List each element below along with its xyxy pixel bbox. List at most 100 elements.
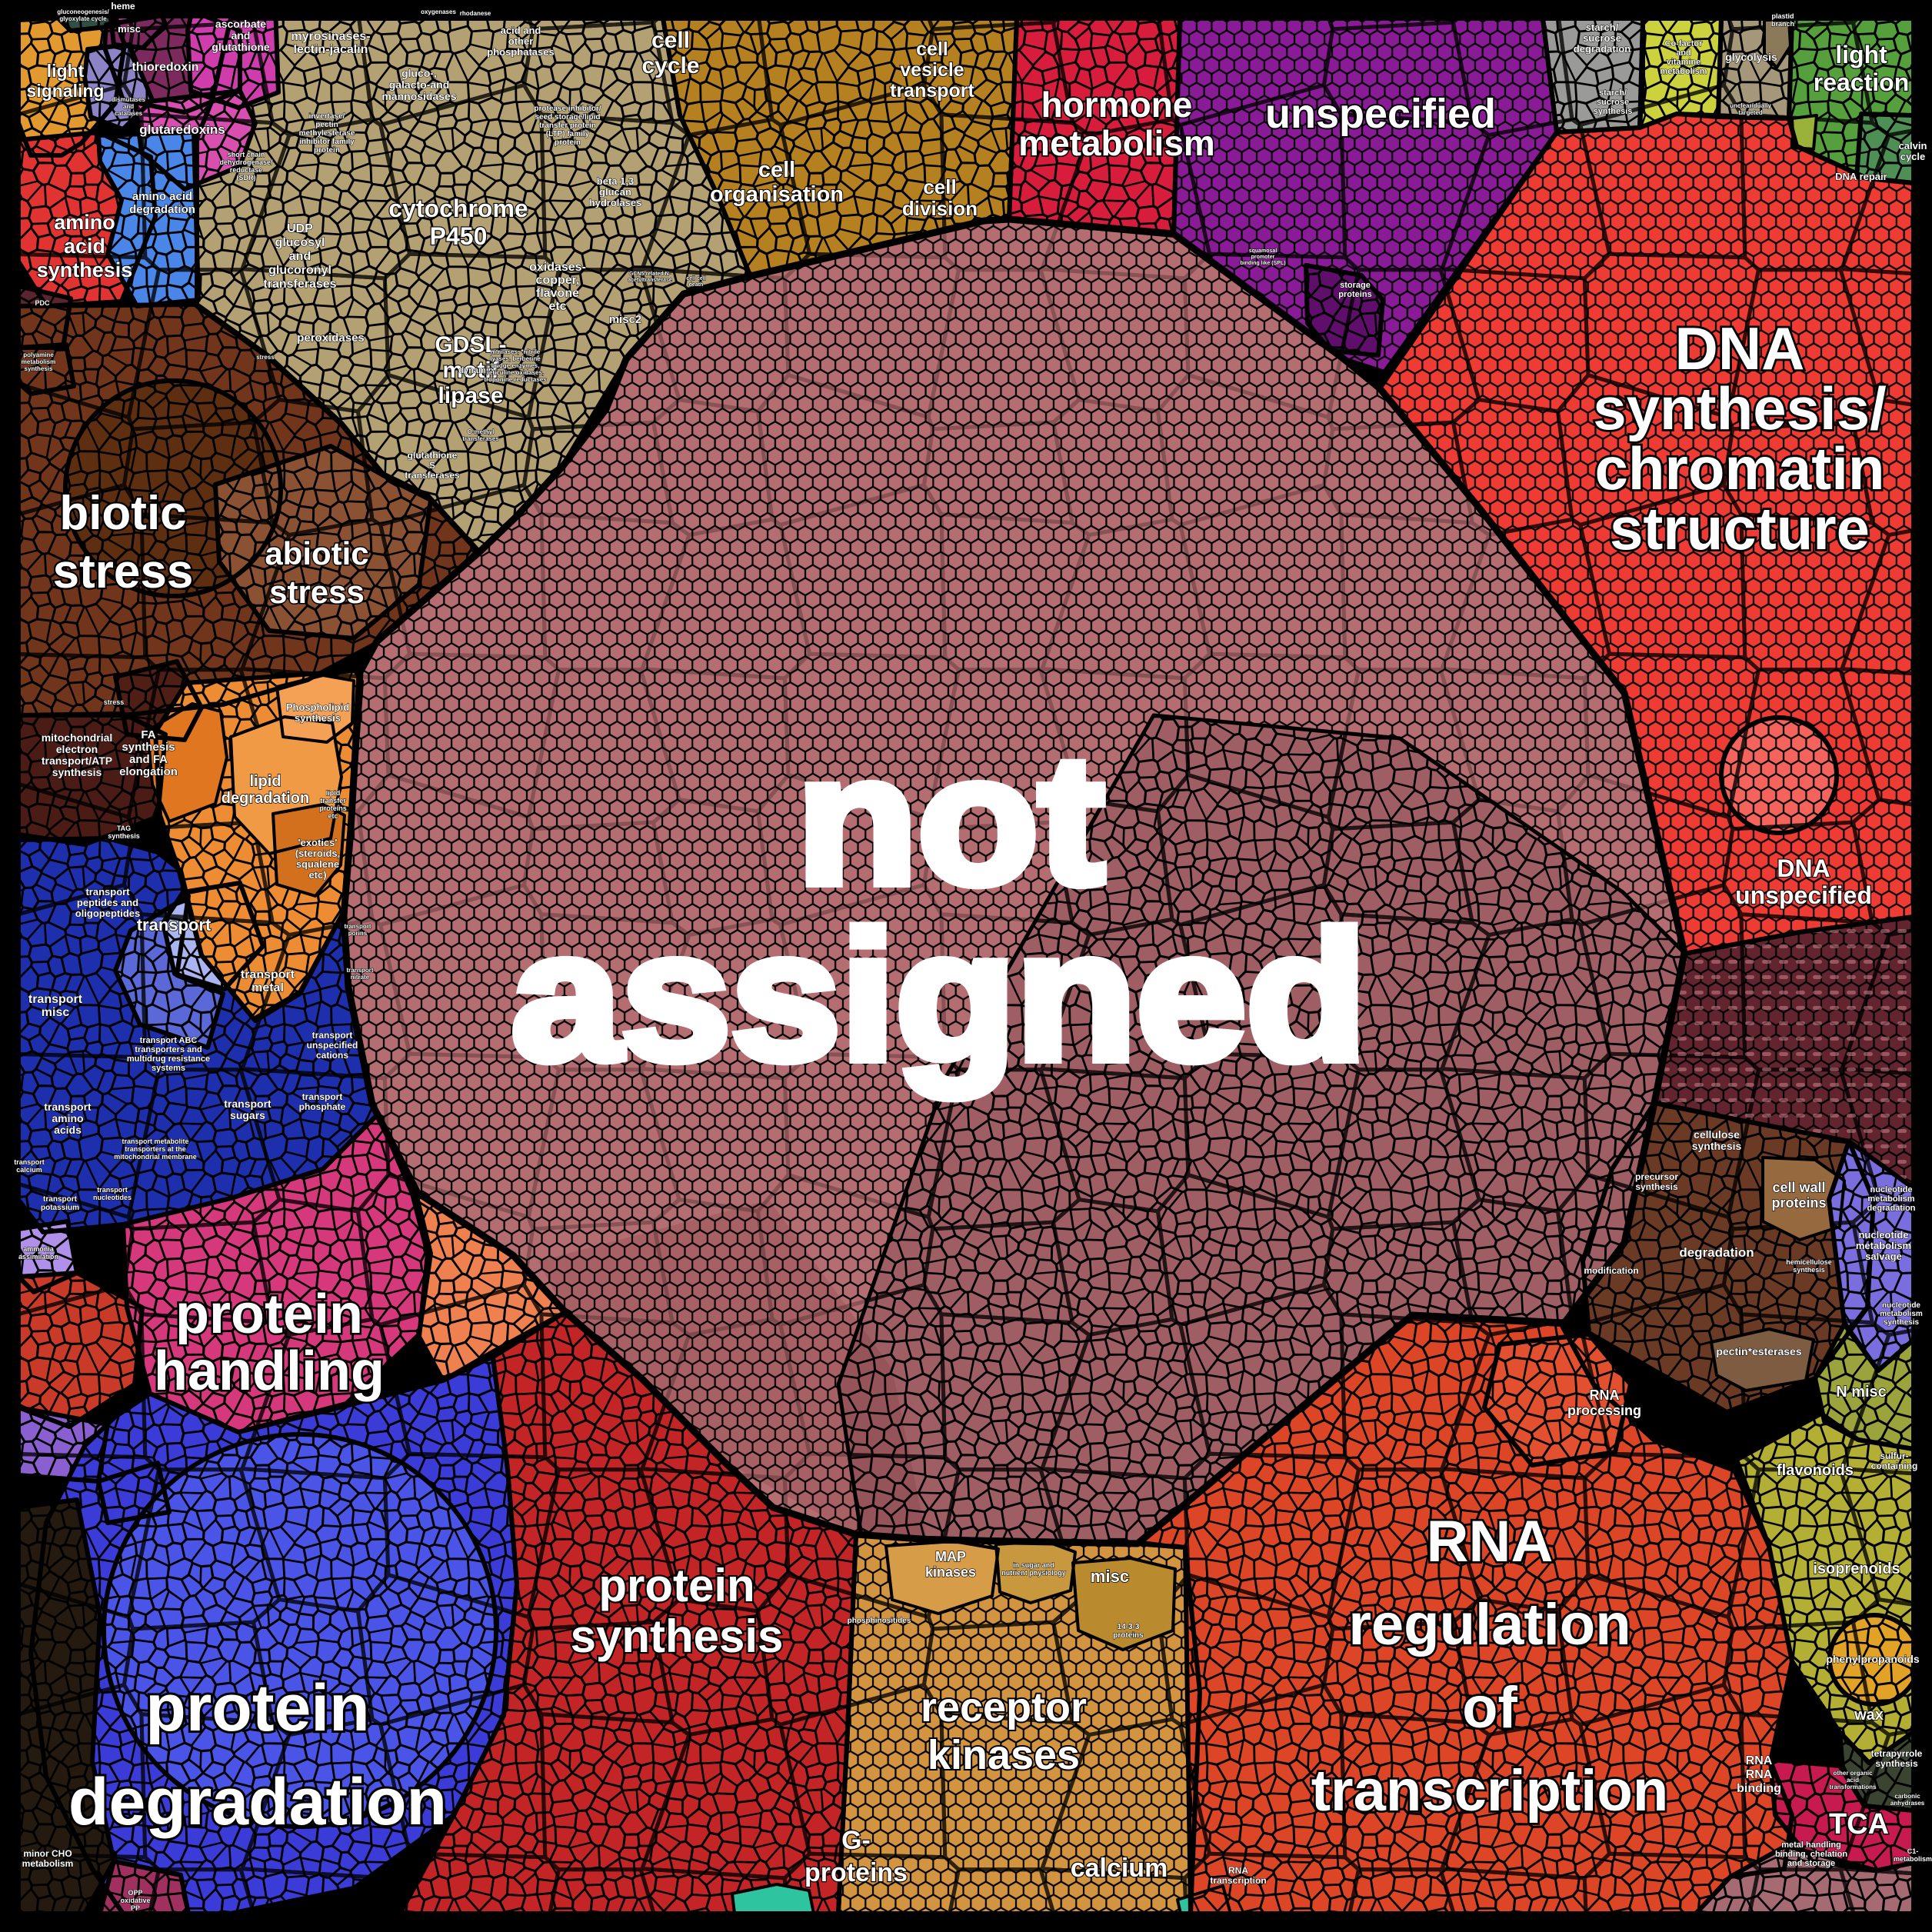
svg-text:metal: metal xyxy=(251,981,284,994)
svg-text:ascorbate: ascorbate xyxy=(215,18,266,30)
svg-text:assimilation: assimilation xyxy=(18,1253,58,1261)
svg-text:peptides and: peptides and xyxy=(77,897,138,908)
svg-text:oxidases-: oxidases- xyxy=(529,261,586,274)
svg-text:flavone: flavone xyxy=(536,287,579,300)
svg-text:phosphatases: phosphatases xyxy=(487,46,554,58)
svg-text:glucoronyl: glucoronyl xyxy=(268,264,331,277)
svg-text:degradation: degradation xyxy=(129,203,195,216)
svg-text:rhodanese: rhodanese xyxy=(460,10,491,17)
svg-text:calvin: calvin xyxy=(1899,140,1927,152)
svg-text:regulation: regulation xyxy=(1348,1592,1631,1657)
svg-text:catalases: catalases xyxy=(115,110,143,117)
svg-text:structure: structure xyxy=(1610,495,1870,562)
svg-text:transporters at the: transporters at the xyxy=(125,1145,186,1153)
svg-text:cycle: cycle xyxy=(641,53,699,78)
svg-text:C1-: C1- xyxy=(1907,1847,1919,1855)
svg-text:squalene: squalene xyxy=(296,858,339,870)
svg-text:transport: transport xyxy=(346,967,373,974)
svg-text:glutathione: glutathione xyxy=(408,450,458,461)
svg-text:transport: transport xyxy=(302,1091,343,1102)
svg-text:stress: stress xyxy=(269,574,365,610)
svg-text:transport: transport xyxy=(344,923,371,930)
svg-text:misc: misc xyxy=(1091,1567,1129,1586)
svg-text:synthesis: synthesis xyxy=(571,1611,784,1662)
svg-text:glucan: glucan xyxy=(599,186,631,198)
svg-text:cellulose: cellulose xyxy=(1694,1128,1740,1141)
svg-text:nucleotide: nucleotide xyxy=(1870,1185,1912,1194)
svg-text:binding like (SPL): binding like (SPL) xyxy=(1240,261,1285,266)
svg-text:cell cell: cell cell xyxy=(686,276,705,281)
svg-text:protein: protein xyxy=(175,1284,363,1345)
svg-text:cell: cell xyxy=(758,158,795,182)
svg-text:unclear/dually: unclear/dually xyxy=(1730,102,1771,109)
svg-text:metabolism: metabolism xyxy=(1856,1240,1911,1251)
svg-text:glutathione: glutathione xyxy=(212,41,270,53)
svg-text:chromatin: chromatin xyxy=(1594,435,1884,502)
svg-text:protein: protein xyxy=(314,146,340,155)
svg-text:motif: motif xyxy=(442,358,499,383)
svg-text:metabolism: metabolism xyxy=(1867,1194,1914,1204)
svg-text:porins: porins xyxy=(348,930,368,937)
svg-text:P450: P450 xyxy=(430,222,488,250)
svg-text:phosphinositides: phosphinositides xyxy=(848,1617,911,1625)
svg-text:cytochrome: cytochrome xyxy=(388,195,528,222)
svg-text:starch/: starch/ xyxy=(1599,88,1627,98)
svg-text:stress: stress xyxy=(104,698,125,706)
svg-text:binding: binding xyxy=(1737,1782,1781,1795)
svg-text:calcium: calcium xyxy=(16,1166,42,1174)
svg-text:oxygenases: oxygenases xyxy=(421,8,456,15)
svg-text:metabolism: metabolism xyxy=(1660,67,1707,76)
svg-text:modification: modification xyxy=(1584,1265,1638,1276)
svg-text:protein: protein xyxy=(145,1671,369,1745)
svg-text:Phospholipid: Phospholipid xyxy=(286,701,349,713)
svg-text:starch/: starch/ xyxy=(1586,22,1619,33)
svg-text:etc): etc) xyxy=(308,869,326,881)
svg-text:copper,: copper, xyxy=(536,274,580,287)
svg-text:synthesis: synthesis xyxy=(1793,1266,1825,1274)
svg-text:proteins: proteins xyxy=(1771,1195,1826,1211)
svg-text:not: not xyxy=(797,718,1104,922)
svg-text:synthesis: synthesis xyxy=(108,832,140,840)
svg-text:sulfur-: sulfur- xyxy=(1880,1451,1908,1461)
svg-text:cycle: cycle xyxy=(1900,151,1926,162)
svg-text:inhibitor family: inhibitor family xyxy=(299,138,355,146)
svg-text:transport metabolite: transport metabolite xyxy=(122,1138,188,1145)
svg-text:14-3-3: 14-3-3 xyxy=(1118,1623,1140,1631)
svg-text:transport/ATP: transport/ATP xyxy=(42,754,112,767)
svg-text:transporters and: transporters and xyxy=(135,1045,202,1054)
svg-text:acid: acid xyxy=(1847,1777,1859,1784)
svg-text:G-: G- xyxy=(841,1826,871,1855)
svg-text:metabolism: metabolism xyxy=(1018,123,1215,163)
svg-text:receptor: receptor xyxy=(921,1684,1087,1730)
svg-text:potassium: potassium xyxy=(41,1204,79,1212)
svg-text:multidrug resistance: multidrug resistance xyxy=(127,1054,210,1064)
svg-text:storage: storage xyxy=(1340,281,1371,290)
svg-text:dynamin: dynamin xyxy=(458,366,494,375)
svg-text:RNA: RNA xyxy=(1746,1754,1773,1767)
svg-text:OPP: OPP xyxy=(128,1889,142,1897)
svg-text:lipid: lipid xyxy=(249,773,281,790)
svg-text:squamosal: squamosal xyxy=(1249,248,1277,254)
svg-text:transport: transport xyxy=(85,886,130,898)
svg-text:handling: handling xyxy=(154,1341,385,1402)
svg-text:troponine reductases: troponine reductases xyxy=(484,376,547,383)
svg-text:cell: cell xyxy=(923,175,956,198)
svg-text:mannosidases: mannosidases xyxy=(381,90,456,102)
svg-text:lipase: lipase xyxy=(438,383,503,408)
svg-text:vesicle: vesicle xyxy=(900,59,964,81)
svg-text:MAP: MAP xyxy=(935,1549,966,1564)
svg-text:other organic: other organic xyxy=(1833,1770,1873,1777)
svg-text:metabolism: metabolism xyxy=(1880,1310,1923,1318)
svg-text:peroxidases: peroxidases xyxy=(297,331,365,345)
svg-text:kinases: kinases xyxy=(925,1564,976,1580)
svg-text:dehydrogenase/: dehydrogenase/ xyxy=(219,158,273,166)
svg-text:precursor: precursor xyxy=(1635,1171,1678,1182)
svg-text:polyamine: polyamine xyxy=(23,351,54,358)
svg-text:nutrient physiology: nutrient physiology xyxy=(1001,1569,1066,1577)
svg-text:glyoxylate cycle: glyoxylate cycle xyxy=(59,15,107,22)
svg-text:synthesis: synthesis xyxy=(37,258,133,281)
svg-text:hormone: hormone xyxy=(1041,85,1193,125)
svg-text:synthesis: synthesis xyxy=(1635,1181,1678,1192)
svg-text:in sugar and: in sugar and xyxy=(1013,1561,1054,1569)
svg-text:and: and xyxy=(289,250,311,263)
